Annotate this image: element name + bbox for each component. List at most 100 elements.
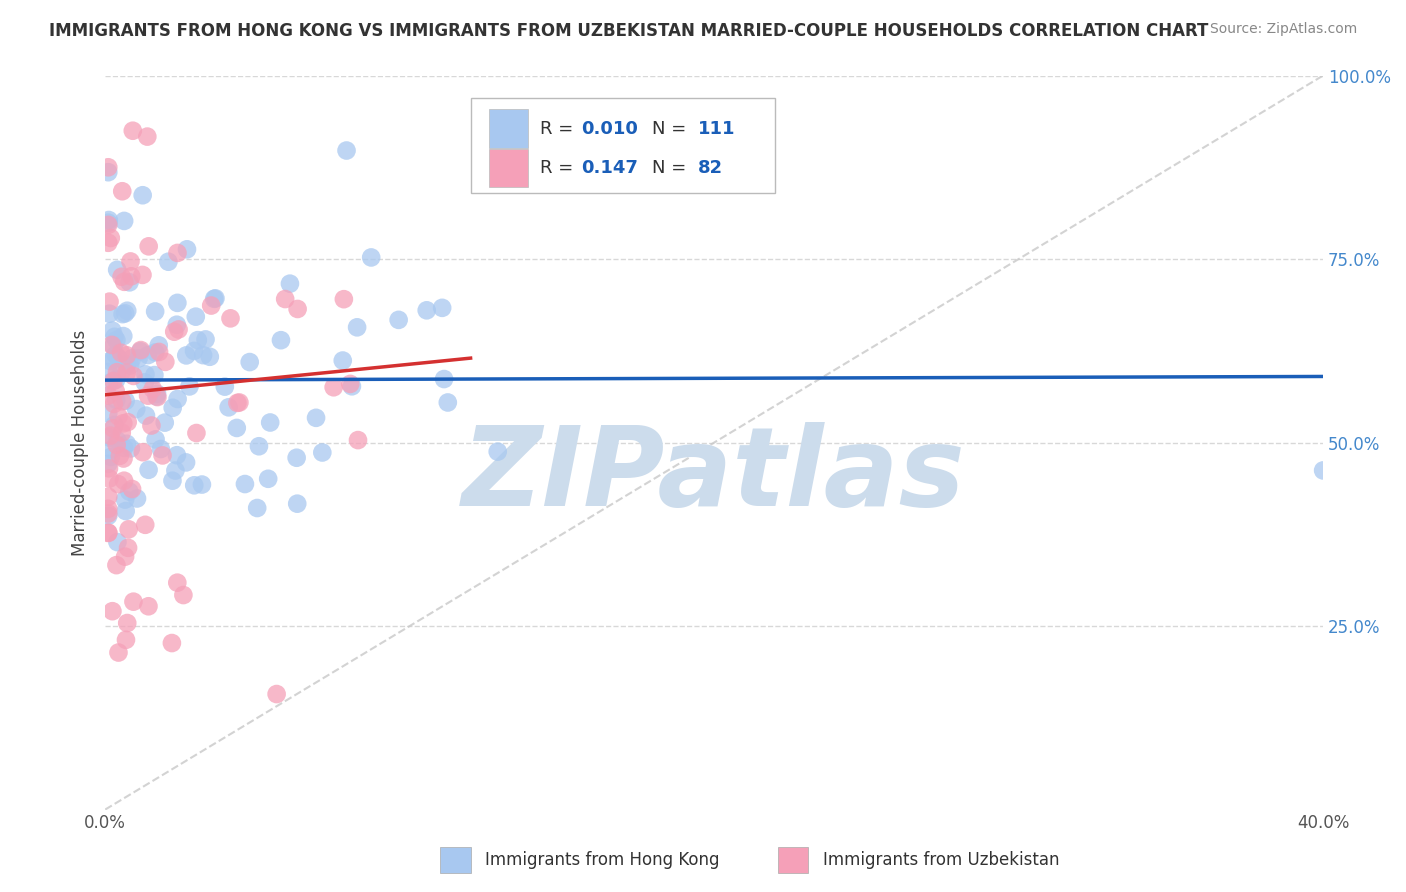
Point bbox=[219, 311, 242, 326]
Point bbox=[143, 368, 166, 382]
Point bbox=[114, 492, 136, 507]
Point bbox=[176, 242, 198, 256]
Point bbox=[360, 251, 382, 265]
FancyBboxPatch shape bbox=[489, 149, 527, 187]
Point bbox=[114, 393, 136, 408]
Point bbox=[115, 366, 138, 380]
Point bbox=[97, 525, 120, 540]
Point bbox=[166, 448, 188, 462]
FancyBboxPatch shape bbox=[471, 97, 775, 193]
Point bbox=[165, 464, 187, 478]
Point bbox=[110, 269, 132, 284]
Text: R =: R = bbox=[540, 120, 579, 137]
Point bbox=[121, 351, 143, 366]
Y-axis label: Married-couple Households: Married-couple Households bbox=[72, 329, 89, 556]
Text: 111: 111 bbox=[699, 120, 735, 137]
Point bbox=[155, 355, 177, 369]
Text: ZIPatlas: ZIPatlas bbox=[463, 422, 966, 529]
Point bbox=[145, 433, 167, 447]
Point bbox=[172, 588, 194, 602]
Point bbox=[191, 477, 214, 491]
Point bbox=[346, 320, 368, 334]
Point bbox=[118, 484, 141, 499]
Point bbox=[101, 604, 124, 618]
Text: N =: N = bbox=[652, 159, 692, 178]
Point bbox=[107, 535, 129, 549]
Point bbox=[114, 504, 136, 518]
Point bbox=[105, 333, 128, 347]
Point bbox=[339, 376, 361, 391]
Point bbox=[97, 235, 120, 250]
Point bbox=[115, 303, 138, 318]
Point bbox=[101, 421, 124, 435]
Point bbox=[226, 396, 249, 410]
Point bbox=[97, 376, 120, 390]
Point bbox=[103, 397, 125, 411]
Text: R =: R = bbox=[540, 159, 579, 178]
Point bbox=[100, 450, 122, 464]
Point bbox=[100, 231, 122, 245]
FancyBboxPatch shape bbox=[489, 110, 527, 147]
Point bbox=[388, 313, 411, 327]
Point bbox=[103, 330, 125, 344]
Point bbox=[121, 124, 143, 138]
Point bbox=[136, 348, 159, 362]
Point bbox=[115, 632, 138, 647]
Point bbox=[105, 373, 128, 387]
Point bbox=[132, 445, 155, 459]
Point bbox=[186, 425, 208, 440]
Point bbox=[228, 395, 250, 409]
Point bbox=[121, 482, 143, 496]
Point bbox=[157, 254, 180, 268]
Point bbox=[115, 348, 138, 362]
Point bbox=[153, 416, 176, 430]
Point bbox=[105, 438, 128, 452]
Point bbox=[97, 165, 120, 179]
Point bbox=[129, 344, 152, 359]
Point bbox=[104, 384, 127, 398]
Point bbox=[105, 365, 128, 379]
Point bbox=[246, 501, 269, 516]
Point bbox=[114, 306, 136, 320]
Point bbox=[97, 501, 120, 516]
Point bbox=[332, 353, 354, 368]
Point bbox=[97, 457, 120, 471]
Point bbox=[101, 338, 124, 352]
Point bbox=[247, 439, 270, 453]
Point bbox=[120, 269, 142, 284]
Point bbox=[333, 292, 356, 306]
Point bbox=[174, 455, 197, 469]
Point bbox=[141, 418, 163, 433]
Point bbox=[97, 525, 120, 540]
Point bbox=[112, 275, 135, 289]
Point bbox=[115, 615, 138, 630]
Point bbox=[146, 386, 169, 401]
Text: Immigrants from Hong Kong: Immigrants from Hong Kong bbox=[485, 851, 720, 869]
Point bbox=[120, 442, 142, 456]
Point bbox=[138, 463, 160, 477]
Point bbox=[129, 343, 152, 357]
Point bbox=[120, 254, 142, 268]
Point bbox=[118, 522, 141, 536]
Text: 82: 82 bbox=[699, 159, 724, 178]
Point bbox=[107, 351, 129, 365]
Point bbox=[183, 343, 205, 358]
Point bbox=[101, 324, 124, 338]
Point bbox=[184, 310, 207, 324]
Point bbox=[335, 144, 357, 158]
Point bbox=[120, 359, 142, 373]
Point bbox=[117, 541, 139, 555]
Point bbox=[112, 451, 135, 466]
Point bbox=[202, 292, 225, 306]
Point bbox=[167, 322, 190, 336]
Point bbox=[1312, 463, 1334, 477]
Point bbox=[128, 351, 150, 366]
Point bbox=[183, 478, 205, 492]
Point bbox=[143, 345, 166, 359]
Point bbox=[115, 436, 138, 450]
Text: IMMIGRANTS FROM HONG KONG VS IMMIGRANTS FROM UZBEKISTAN MARRIED-COUPLE HOUSEHOLD: IMMIGRANTS FROM HONG KONG VS IMMIGRANTS … bbox=[49, 22, 1209, 40]
Point bbox=[162, 401, 184, 415]
Point bbox=[97, 406, 120, 420]
Point bbox=[134, 517, 156, 532]
Point bbox=[122, 595, 145, 609]
